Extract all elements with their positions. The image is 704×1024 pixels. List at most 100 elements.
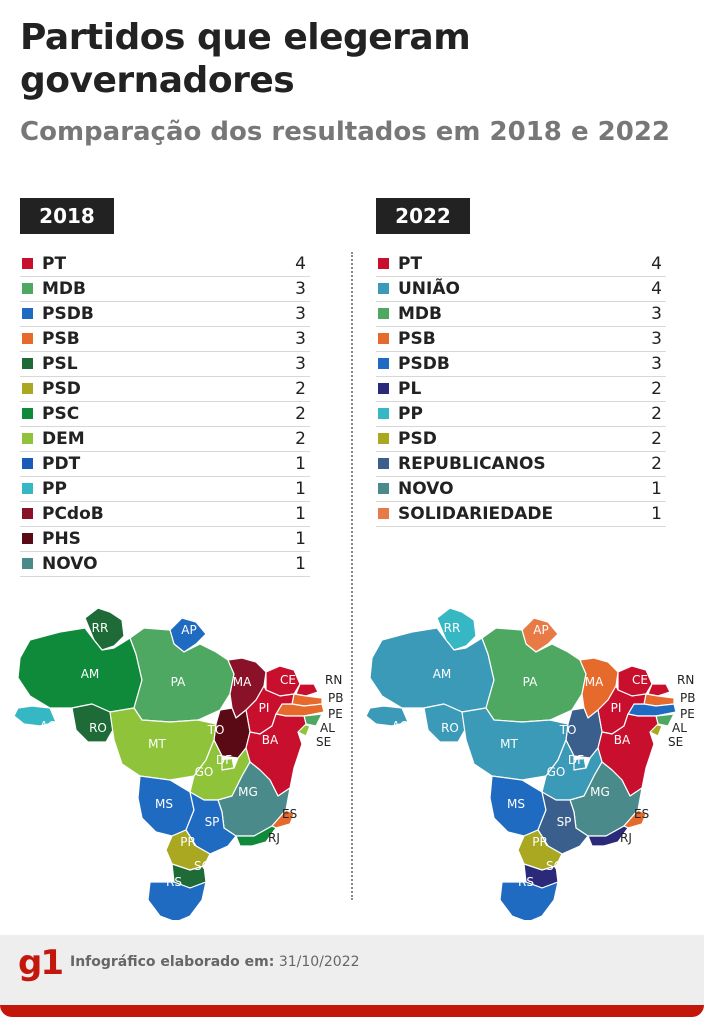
state-label-mt: MT	[148, 737, 166, 751]
state-es	[271, 809, 295, 829]
party-name: NOVO	[398, 479, 454, 499]
party-name: PSD	[398, 429, 437, 449]
party-count: 1	[295, 454, 306, 474]
state-label-ce: CE	[280, 673, 296, 687]
state-label-ma: MA	[585, 675, 604, 689]
state-label-go: GO	[195, 765, 214, 779]
party-name: PSDB	[42, 304, 94, 324]
state-rn	[647, 683, 671, 697]
party-name: MDB	[398, 304, 442, 324]
state-label-to: TO	[559, 723, 577, 737]
party-swatch	[378, 333, 389, 344]
state-label-ba: BA	[262, 733, 279, 747]
state-rj	[587, 825, 629, 847]
legend-row: PSD 2	[20, 377, 310, 402]
party-swatch	[22, 433, 33, 444]
party-swatch	[378, 508, 389, 519]
party-count: 3	[651, 329, 662, 349]
state-label-ac: AC	[40, 719, 56, 733]
party-swatch	[22, 358, 33, 369]
legend-row: PT 4	[376, 252, 666, 277]
state-label-pi: PI	[259, 701, 270, 715]
party-count: 2	[651, 379, 662, 399]
party-swatch	[22, 283, 33, 294]
state-ro	[71, 703, 115, 743]
state-label-pa: PA	[171, 675, 186, 689]
party-name: PCdoB	[42, 504, 104, 524]
party-swatch	[378, 383, 389, 394]
party-swatch	[22, 408, 33, 419]
party-swatch	[378, 258, 389, 269]
party-name: PT	[42, 254, 67, 274]
credit: Infográfico elaborado em: 31/10/2022	[70, 954, 360, 970]
state-label-df: DF	[216, 753, 232, 767]
state-label-se: SE	[316, 735, 331, 749]
legend-2018: PT 4 MDB 3 PSDB 3 PSB 3 PSL 3 PSD 2 PSC 2 DEM 2 PDT 1 PP 1 P…	[20, 252, 310, 577]
party-count: 1	[295, 479, 306, 499]
state-label-rr: RR	[92, 621, 109, 635]
state-label-sc: SC	[194, 859, 210, 873]
column-divider	[351, 252, 353, 900]
state-label-sp: SP	[205, 815, 220, 829]
party-name: UNIÃO	[398, 279, 460, 299]
credit-date: 31/10/2022	[278, 954, 360, 970]
party-count: 1	[295, 529, 306, 549]
state-label-mg: MG	[238, 785, 258, 799]
party-count: 2	[651, 429, 662, 449]
state-label-es: ES	[282, 807, 297, 821]
state-label-ba: BA	[614, 733, 631, 747]
party-count: 3	[295, 279, 306, 299]
state-rs	[499, 881, 559, 920]
state-rs	[147, 881, 207, 920]
party-count: 3	[295, 304, 306, 324]
party-name: PSB	[398, 329, 436, 349]
party-name: PHS	[42, 529, 81, 549]
g1-logo: g1	[18, 943, 64, 983]
state-label-ms: MS	[507, 797, 525, 811]
legend-row: PP 1	[20, 477, 310, 502]
party-count: 3	[295, 354, 306, 374]
state-label-ap: AP	[181, 623, 196, 637]
state-label-sc: SC	[546, 859, 562, 873]
state-label-rn: RN	[325, 673, 342, 687]
state-ac	[13, 705, 57, 727]
party-name: PSDB	[398, 354, 450, 374]
party-swatch	[22, 333, 33, 344]
year-tag-left: 2018	[20, 198, 114, 234]
legend-row: PSDB 3	[376, 352, 666, 377]
party-swatch	[378, 433, 389, 444]
party-swatch	[378, 408, 389, 419]
party-swatch	[378, 308, 389, 319]
party-name: SOLIDARIEDADE	[398, 504, 554, 524]
legend-row: NOVO 1	[376, 477, 666, 502]
legend-2022: PT 4 UNIÃO 4 MDB 3 PSB 3 PSDB 3 PL 2 PP 2 PSD 2 REPUBLIC…	[376, 252, 666, 527]
party-count: 2	[295, 379, 306, 399]
state-label-pa: PA	[523, 675, 538, 689]
state-label-es: ES	[634, 807, 649, 821]
party-name: PSD	[42, 379, 81, 399]
legend-row: MDB 3	[20, 277, 310, 302]
party-count: 3	[651, 304, 662, 324]
party-name: MDB	[42, 279, 86, 299]
state-label-df: DF	[568, 753, 584, 767]
state-ro	[423, 703, 467, 743]
credit-label: Infográfico elaborado em:	[70, 954, 275, 970]
party-count: 2	[295, 404, 306, 424]
state-label-ms: MS	[155, 797, 173, 811]
party-count: 4	[295, 254, 306, 274]
state-label-pr: PR	[532, 835, 548, 849]
legend-row: UNIÃO 4	[376, 277, 666, 302]
legend-row: PSB 3	[376, 327, 666, 352]
party-name: DEM	[42, 429, 85, 449]
party-name: PP	[398, 404, 423, 424]
party-swatch	[378, 283, 389, 294]
state-label-ma: MA	[233, 675, 252, 689]
state-label-rr: RR	[444, 621, 461, 635]
party-count: 1	[295, 504, 306, 524]
party-count: 4	[651, 279, 662, 299]
party-swatch	[22, 458, 33, 469]
state-label-ro: RO	[441, 721, 459, 735]
legend-row: NOVO 1	[20, 552, 310, 577]
state-label-mg: MG	[590, 785, 610, 799]
